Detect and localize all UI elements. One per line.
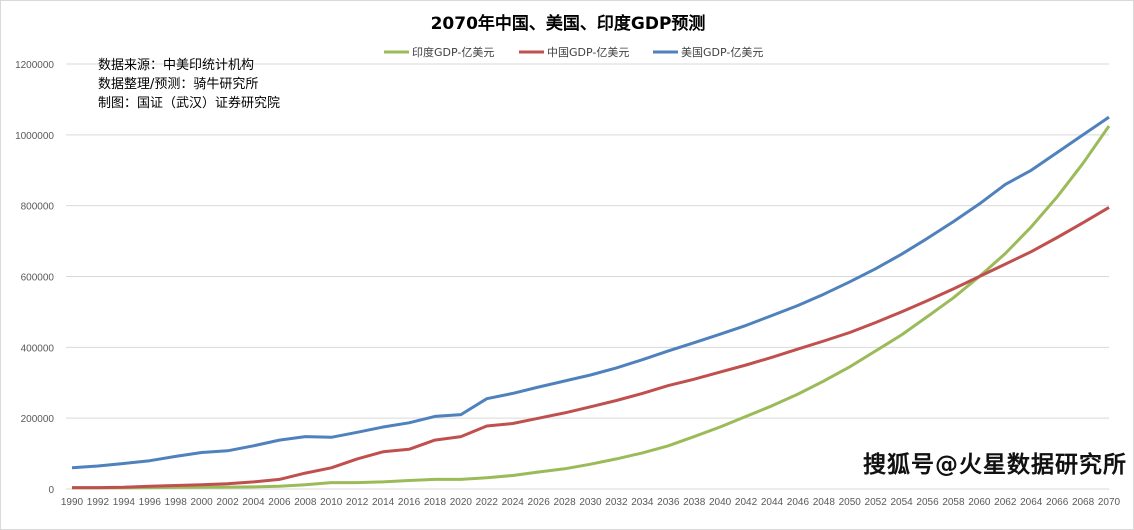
note-forecast: 数据整理/预测：骑牛研究所: [98, 77, 259, 92]
legend-label: 美国GDP-亿美元: [681, 46, 763, 59]
y-tick-label: 1200000: [15, 60, 54, 71]
x-tick-label: 2002: [216, 497, 239, 508]
x-tick-label: 2054: [890, 497, 913, 508]
note-source: 数据来源：中美印统计机构: [98, 58, 255, 73]
series-line-0: [72, 125, 1111, 490]
y-tick-label: 1000000: [15, 131, 54, 142]
y-tick-label: 200000: [21, 414, 55, 425]
x-tick-label: 2046: [787, 497, 810, 508]
x-tick-label: 2052: [865, 497, 888, 508]
x-tick-label: 2038: [683, 497, 706, 508]
x-tick-label: 2006: [268, 497, 291, 508]
x-tick-label: 2040: [709, 497, 732, 508]
y-tick-label: 400000: [21, 343, 55, 354]
series-line-2: [71, 115, 1110, 470]
y-tick-label: 600000: [21, 273, 55, 284]
source-notes: 数据来源：中美印统计机构 数据整理/预测：骑牛研究所 制图：国证（武汉）证券研究…: [98, 56, 280, 113]
x-tick-label: 2058: [942, 497, 965, 508]
x-tick-label: 2062: [994, 497, 1017, 508]
x-tick-label: 1996: [139, 497, 162, 508]
x-tick-label: 2028: [553, 497, 576, 508]
x-tick-label: 2004: [242, 497, 265, 508]
x-tick-label: 2026: [528, 497, 551, 508]
note-chart-by: 制图：国证（武汉）证券研究院: [98, 96, 281, 111]
x-tick-label: 2022: [476, 497, 499, 508]
legend-label: 中国GDP-亿美元: [547, 46, 629, 59]
watermark: 搜狐号@火星数据研究所: [863, 452, 1127, 478]
x-tick-label: 2032: [605, 497, 628, 508]
x-tick-label: 2048: [813, 497, 836, 508]
legend-label: 印度GDP-亿美元: [412, 45, 494, 59]
x-tick-label: 2060: [968, 497, 991, 508]
x-tick-label: 2056: [916, 497, 939, 508]
series-line-1: [72, 206, 1110, 490]
x-tick-label: 2066: [1046, 497, 1069, 508]
x-tick-label: 2000: [191, 497, 214, 508]
x-tick-label: 2018: [424, 497, 447, 508]
x-tick-label: 2036: [657, 497, 680, 508]
x-tick-label: 1992: [87, 497, 110, 508]
x-tick-label: 2050: [839, 497, 862, 508]
y-tick-label: 0: [48, 485, 54, 496]
chart-title: 2070年中国、美国、印度GDP预测: [431, 13, 706, 34]
x-tick-label: 2034: [631, 497, 654, 508]
x-tick-label: 2042: [735, 497, 758, 508]
x-tick-label: 1990: [61, 497, 84, 508]
x-tick-label: 1998: [165, 497, 188, 508]
x-tick-label: 2044: [761, 497, 784, 508]
x-tick-label: 2030: [579, 497, 602, 508]
x-tick-label: 2016: [398, 497, 421, 508]
x-tick-label: 2008: [294, 497, 317, 508]
x-tick-label: 2070: [1098, 497, 1121, 508]
x-tick-label: 2024: [502, 497, 525, 508]
x-tick-label: 2010: [320, 497, 343, 508]
x-tick-label: 2012: [346, 497, 369, 508]
x-tick-label: 2068: [1072, 497, 1095, 508]
x-tick-label: 2014: [372, 497, 395, 508]
y-tick-label: 800000: [21, 202, 55, 213]
x-tick-label: 2064: [1020, 497, 1043, 508]
x-tick-label: 2020: [450, 497, 473, 508]
x-tick-label: 1994: [113, 497, 136, 508]
